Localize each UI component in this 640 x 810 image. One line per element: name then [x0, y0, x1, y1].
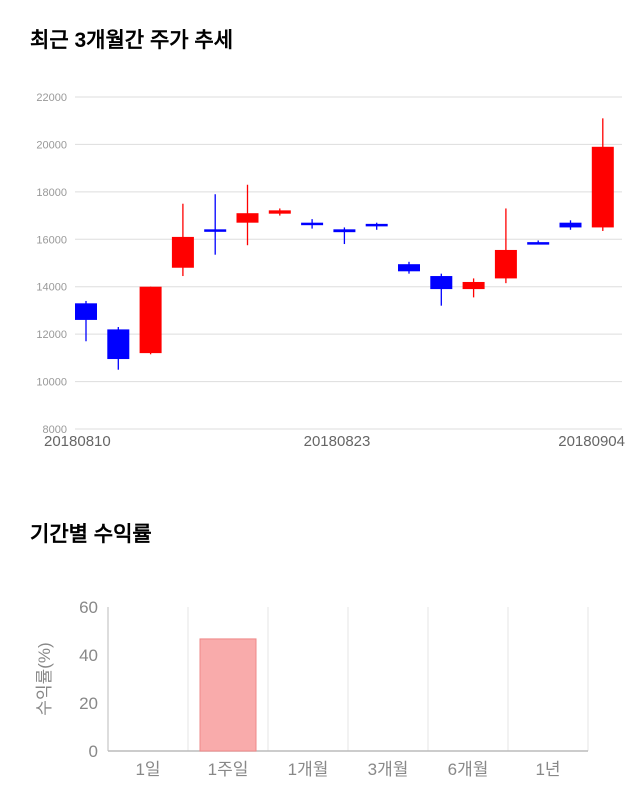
y-tick-label: 8000: [43, 424, 67, 436]
y-tick-label: 12000: [36, 329, 67, 341]
category-label: 3개월: [368, 760, 409, 779]
y-tick-label: 20000: [36, 139, 67, 151]
candle-body: [139, 286, 162, 354]
candle-body: [559, 222, 582, 228]
returns-bar-svg: 0 20 40 60 1일 1주일 1개월 3개월 6개월 1년 수익률(%): [35, 598, 589, 779]
y-axis-label: 수익률(%): [35, 642, 54, 715]
candle-body: [107, 329, 130, 360]
y-tick-label: 18000: [36, 187, 67, 199]
candle-body: [591, 146, 614, 228]
y-tick-label: 60: [79, 598, 98, 617]
category-label: 1일: [135, 760, 160, 779]
category-label: 6개월: [448, 760, 489, 779]
candle-body: [365, 223, 388, 227]
x-tick-label: 20180823: [304, 433, 371, 450]
category-label: 1개월: [288, 760, 329, 779]
candle-body: [333, 229, 356, 233]
candle-body: [527, 242, 550, 245]
price-trend-title: 최근 3개월간 주가 추세: [30, 29, 234, 52]
candle-body: [236, 213, 259, 223]
y-tick-label: 40: [79, 646, 98, 665]
candle-body: [430, 276, 453, 290]
y-tick-label: 20: [79, 694, 98, 713]
candle-body: [462, 281, 485, 290]
returns-title: 기간별 수익률: [30, 523, 152, 546]
x-tick-label: 20180810: [44, 433, 111, 450]
y-tick-label: 16000: [36, 234, 67, 246]
candle-body: [171, 236, 194, 268]
returns-bar-chart: 0 20 40 60 1일 1주일 1개월 3개월 6개월 1년 수익률(%): [0, 548, 640, 808]
candlestick-svg: 8000 10000 12000 14000 16000 18000 20000 22000 2…: [36, 92, 625, 450]
y-tick-label: 22000: [36, 92, 67, 104]
candle-body: [301, 222, 324, 226]
category-label: 1주일: [208, 760, 249, 779]
candlestick-chart: 8000 10000 12000 14000 16000 18000 20000 22000 2…: [0, 74, 640, 454]
candle-body: [268, 210, 291, 214]
candle-body: [398, 264, 420, 272]
category-label: 1년: [535, 760, 560, 779]
y-tick-label: 10000: [36, 377, 67, 389]
y-tick-label: 0: [89, 742, 98, 761]
candle-body: [494, 249, 517, 279]
candle-body: [75, 303, 97, 320]
x-tick-label: 20180904: [558, 433, 625, 450]
y-tick-label: 14000: [36, 282, 67, 294]
bar: [199, 638, 257, 752]
candle-body: [204, 229, 227, 232]
